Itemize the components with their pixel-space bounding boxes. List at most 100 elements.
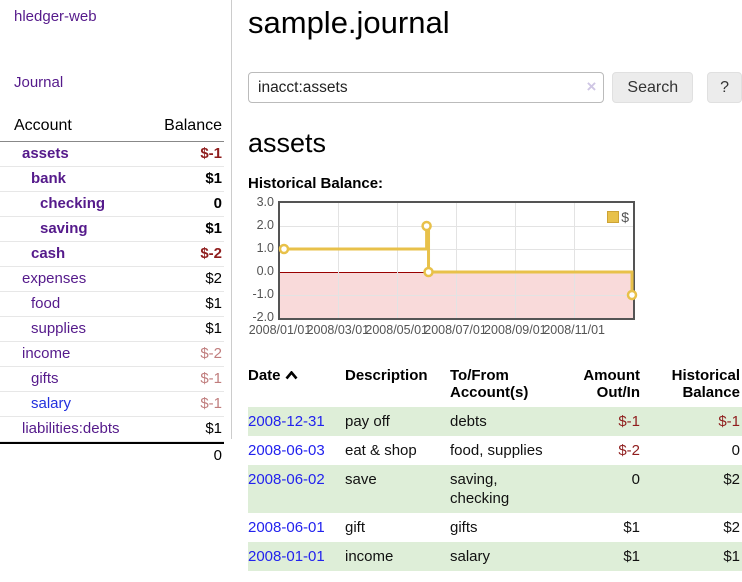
- register-row: 2008-06-02 save saving, checking 0 $2: [248, 465, 742, 513]
- header-date[interactable]: Date: [248, 365, 345, 407]
- header-description: Description: [345, 367, 428, 384]
- sidebar: hledger-web Journal Account Balance asse…: [0, 0, 232, 464]
- transaction-date-link[interactable]: 2008-06-02: [248, 471, 325, 488]
- search-input[interactable]: [248, 72, 605, 103]
- header-amount: Amount Out/In: [583, 367, 640, 401]
- transaction-description: income: [345, 548, 394, 565]
- account-balance: $1: [205, 295, 222, 312]
- accounts-total-row: 0: [0, 442, 224, 468]
- chart-label: Historical Balance:: [248, 175, 384, 192]
- transaction-balance: $2: [723, 519, 740, 536]
- account-balance: $-1: [200, 145, 222, 162]
- account-link-food[interactable]: food: [31, 295, 61, 312]
- search-bar: × Search ?: [248, 72, 742, 103]
- chevron-up-icon: [285, 367, 298, 384]
- transaction-date-link[interactable]: 2008-12-31: [248, 413, 325, 430]
- sidebar-account-row: bank $1: [0, 167, 224, 192]
- account-link-saving[interactable]: saving: [40, 220, 88, 237]
- sidebar-account-row: checking 0: [0, 192, 224, 217]
- account-balance: $1: [205, 420, 222, 437]
- account-balance: $-1: [200, 395, 222, 412]
- account-balance: $-2: [200, 345, 222, 362]
- transaction-description: pay off: [345, 413, 390, 430]
- sidebar-account-row: liabilities:debts $1: [0, 417, 224, 442]
- sidebar-account-row: saving $1: [0, 217, 224, 242]
- accounts-total-value: 0: [213, 447, 222, 464]
- account-link-cash[interactable]: cash: [31, 245, 66, 262]
- transaction-amount: $-1: [618, 413, 640, 430]
- register-header-row: Date Description To/From Account(s) Amou…: [248, 365, 742, 407]
- y-axis-tick: -1.0: [252, 287, 274, 301]
- transaction-balance: $1: [723, 548, 740, 565]
- register-row: 2008-06-03 eat & shop food, supplies $-2 0: [248, 436, 742, 465]
- balance-column-header: Balance: [164, 117, 222, 134]
- sidebar-item-journal[interactable]: Journal: [14, 74, 64, 91]
- x-axis-tick: 2008/03/01: [306, 323, 370, 337]
- account-link-liabilities-debts[interactable]: liabilities:debts: [22, 420, 120, 437]
- transaction-accounts: food, supplies: [450, 442, 543, 459]
- account-balance: $1: [205, 170, 222, 187]
- main-content: sample.journal × Search ? assets Histori…: [248, 0, 742, 571]
- account-balance: $-1: [200, 370, 222, 387]
- transaction-date-link[interactable]: 2008-06-03: [248, 442, 325, 459]
- sidebar-account-row: income $-2: [0, 342, 224, 367]
- accounts-list: assets $-1 bank $1 checking 0 saving $1 cash $-2 e…: [0, 142, 224, 442]
- account-balance: $2: [205, 270, 222, 287]
- x-axis-tick: 2008/01/01: [248, 323, 312, 337]
- y-axis-tick: 3.0: [256, 195, 274, 209]
- transaction-description: save: [345, 471, 377, 488]
- account-link-bank[interactable]: bank: [31, 170, 67, 187]
- y-axis-tick: 0.0: [256, 264, 274, 278]
- sidebar-account-row: salary $-1: [0, 392, 224, 417]
- transaction-date-link[interactable]: 2008-06-01: [248, 519, 325, 536]
- app-title-link[interactable]: hledger-web: [14, 8, 97, 25]
- transaction-date-link[interactable]: 2008-01-01: [248, 548, 325, 565]
- x-axis-tick: 2008/11/01: [543, 323, 605, 337]
- transaction-accounts: gifts: [450, 519, 478, 536]
- sidebar-account-row: cash $-2: [0, 242, 224, 267]
- y-axis-tick: 2.0: [256, 218, 274, 232]
- clear-search-icon[interactable]: ×: [586, 77, 597, 96]
- account-balance: 0: [213, 195, 222, 212]
- account-link-supplies[interactable]: supplies: [31, 320, 87, 337]
- account-link-checking[interactable]: checking: [40, 195, 106, 212]
- chart-plot-area: $: [278, 201, 638, 320]
- help-button[interactable]: ?: [707, 72, 742, 103]
- sidebar-account-row: gifts $-1: [0, 367, 224, 392]
- header-balance: Historical Balance: [671, 367, 740, 401]
- x-axis-tick: 2008/07/01: [424, 323, 487, 337]
- account-link-expenses[interactable]: expenses: [22, 270, 87, 287]
- y-axis-tick: 1.0: [256, 241, 274, 255]
- transaction-amount: $-2: [618, 442, 640, 459]
- account-balance: $1: [205, 320, 222, 337]
- transaction-amount: 0: [631, 471, 640, 488]
- transaction-amount: $1: [623, 548, 640, 565]
- register-row: 2008-06-01 gift gifts $1 $2: [248, 513, 742, 542]
- y-axis-tick: -2.0: [252, 310, 274, 324]
- accounts-table-header: Account Balance: [0, 114, 224, 142]
- transaction-accounts: debts: [450, 413, 487, 430]
- account-link-assets[interactable]: assets: [22, 145, 69, 162]
- transaction-balance: $-1: [718, 413, 740, 430]
- transaction-accounts: saving, checking: [450, 471, 510, 507]
- header-accounts: To/From Account(s): [450, 367, 529, 401]
- account-balance: $1: [205, 220, 222, 237]
- account-link-salary[interactable]: salary: [31, 395, 72, 412]
- accounts-table: Account Balance assets $-1 bank $1 checking 0…: [0, 114, 224, 468]
- x-axis-tick: 2008/05/01: [365, 323, 428, 337]
- x-axis-tick: 2008/09/01: [484, 323, 547, 337]
- legend-swatch: [607, 211, 620, 223]
- sidebar-account-row: supplies $1: [0, 317, 224, 342]
- account-link-income[interactable]: income: [22, 345, 71, 362]
- page-title: sample.journal: [248, 5, 450, 40]
- sidebar-account-row: expenses $2: [0, 267, 224, 292]
- register-row: 2008-01-01 income salary $1 $1: [248, 542, 742, 571]
- transaction-amount: $1: [623, 519, 640, 536]
- account-link-gifts[interactable]: gifts: [31, 370, 59, 387]
- account-title: assets: [248, 128, 327, 158]
- transaction-accounts: salary: [450, 548, 491, 565]
- search-button[interactable]: Search: [612, 72, 694, 103]
- chart-legend: $: [607, 209, 629, 225]
- sidebar-account-row: food $1: [0, 292, 224, 317]
- transaction-description: gift: [345, 519, 366, 536]
